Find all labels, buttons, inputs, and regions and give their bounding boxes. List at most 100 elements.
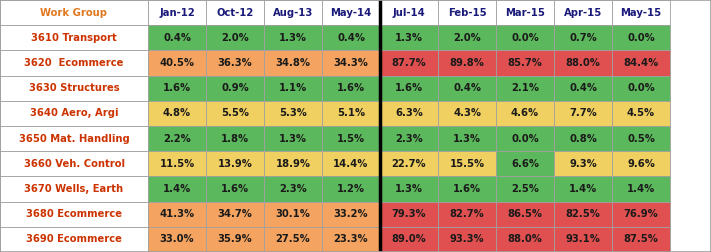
Text: 0.8%: 0.8% [569, 134, 597, 144]
Bar [322, 0, 380, 25]
Bar [206, 25, 264, 50]
Text: 18.9%: 18.9% [275, 159, 311, 169]
Text: 1.6%: 1.6% [221, 184, 249, 194]
Text: 76.9%: 76.9% [624, 209, 658, 219]
Text: 89.8%: 89.8% [449, 58, 484, 68]
Bar [148, 126, 206, 151]
Text: 41.3%: 41.3% [159, 209, 195, 219]
Bar [496, 101, 554, 126]
Text: 2.0%: 2.0% [221, 33, 249, 43]
Text: 40.5%: 40.5% [159, 58, 195, 68]
Bar [264, 126, 322, 151]
Text: 0.0%: 0.0% [511, 134, 539, 144]
Bar [380, 227, 438, 252]
Bar [322, 227, 380, 252]
Bar [264, 151, 322, 176]
Bar [264, 227, 322, 252]
Text: 33.2%: 33.2% [333, 209, 368, 219]
Bar [496, 0, 554, 25]
Bar [380, 202, 438, 227]
Text: 0.9%: 0.9% [221, 83, 249, 93]
Bar [438, 25, 496, 50]
Text: 3640 Aero, Argi: 3640 Aero, Argi [30, 108, 118, 118]
Bar [264, 50, 322, 76]
Bar [148, 202, 206, 227]
Text: 2.3%: 2.3% [279, 184, 307, 194]
Text: 1.3%: 1.3% [279, 134, 307, 144]
Bar [496, 25, 554, 50]
Bar [0, 202, 148, 227]
Bar [438, 101, 496, 126]
Text: 27.5%: 27.5% [276, 234, 311, 244]
Text: 1.5%: 1.5% [337, 134, 365, 144]
Text: 1.4%: 1.4% [569, 184, 597, 194]
Bar [612, 76, 670, 101]
Bar [148, 25, 206, 50]
Text: 13.9%: 13.9% [218, 159, 252, 169]
Text: 1.6%: 1.6% [395, 83, 423, 93]
Bar [380, 176, 438, 202]
Text: 82.7%: 82.7% [449, 209, 484, 219]
Text: 3620  Ecommerce: 3620 Ecommerce [24, 58, 124, 68]
Text: 3690 Ecommerce: 3690 Ecommerce [26, 234, 122, 244]
Text: 0.4%: 0.4% [453, 83, 481, 93]
Bar [322, 101, 380, 126]
Bar [0, 176, 148, 202]
Text: 1.3%: 1.3% [395, 184, 423, 194]
Bar [496, 227, 554, 252]
Bar [438, 0, 496, 25]
Text: 3680 Ecommerce: 3680 Ecommerce [26, 209, 122, 219]
Bar [438, 50, 496, 76]
Bar [554, 76, 612, 101]
Bar [380, 101, 438, 126]
Text: 23.3%: 23.3% [333, 234, 368, 244]
Bar [264, 25, 322, 50]
Text: 4.6%: 4.6% [511, 108, 539, 118]
Bar [322, 25, 380, 50]
Text: 9.6%: 9.6% [627, 159, 655, 169]
Bar [206, 101, 264, 126]
Text: 4.8%: 4.8% [163, 108, 191, 118]
Text: Feb-15: Feb-15 [448, 8, 486, 18]
Bar [554, 227, 612, 252]
Bar [0, 50, 148, 76]
Text: 5.5%: 5.5% [221, 108, 249, 118]
Bar [206, 227, 264, 252]
Text: 34.8%: 34.8% [275, 58, 311, 68]
Text: 33.0%: 33.0% [160, 234, 194, 244]
Bar [322, 126, 380, 151]
Bar [496, 50, 554, 76]
Text: 1.8%: 1.8% [221, 134, 249, 144]
Text: 1.3%: 1.3% [453, 134, 481, 144]
Text: 6.3%: 6.3% [395, 108, 423, 118]
Bar [380, 126, 438, 151]
Text: May-15: May-15 [621, 8, 661, 18]
Bar [496, 176, 554, 202]
Bar [612, 126, 670, 151]
Bar [264, 76, 322, 101]
Bar [206, 151, 264, 176]
Text: 2.3%: 2.3% [395, 134, 423, 144]
Text: Apr-15: Apr-15 [564, 8, 602, 18]
Bar [322, 50, 380, 76]
Bar [496, 151, 554, 176]
Text: 6.6%: 6.6% [511, 159, 539, 169]
Text: 3670 Wells, Earth: 3670 Wells, Earth [24, 184, 124, 194]
Bar [612, 50, 670, 76]
Text: 0.7%: 0.7% [569, 33, 597, 43]
Bar [0, 76, 148, 101]
Text: 1.6%: 1.6% [163, 83, 191, 93]
Bar [148, 151, 206, 176]
Text: 2.2%: 2.2% [163, 134, 191, 144]
Text: 4.5%: 4.5% [627, 108, 655, 118]
Text: 79.3%: 79.3% [392, 209, 427, 219]
Text: 5.1%: 5.1% [337, 108, 365, 118]
Bar [554, 126, 612, 151]
Text: 3660 Veh. Control: 3660 Veh. Control [23, 159, 124, 169]
Text: 82.5%: 82.5% [565, 209, 600, 219]
Bar [264, 101, 322, 126]
Text: Jul-14: Jul-14 [392, 8, 425, 18]
Bar [438, 227, 496, 252]
Text: 88.0%: 88.0% [508, 234, 542, 244]
Text: 11.5%: 11.5% [159, 159, 195, 169]
